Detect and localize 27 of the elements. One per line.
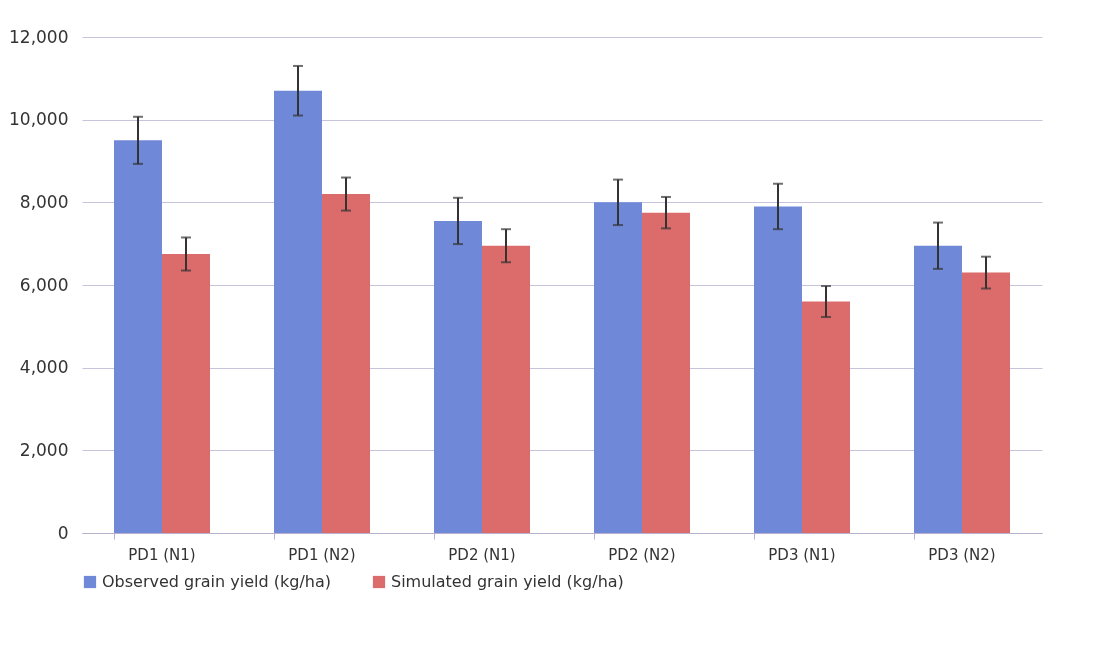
y-tick-label: 6,000	[19, 274, 69, 295]
bar	[754, 206, 802, 533]
x-tick-label: PD3 (N1)	[768, 545, 836, 564]
x-tick-label: PD2 (N2)	[608, 545, 676, 564]
bar	[322, 194, 370, 533]
bar	[482, 245, 530, 533]
y-tick-label: 10,000	[9, 109, 69, 130]
bar	[802, 301, 850, 533]
x-tick-label: PD3 (N2)	[928, 545, 996, 564]
legend-label: Simulated grain yield (kg/ha)	[391, 572, 624, 591]
y-tick-label: 2,000	[19, 439, 69, 460]
bar	[162, 254, 210, 533]
bar	[642, 212, 690, 533]
bar	[434, 220, 482, 533]
legend-label: Observed grain yield (kg/ha)	[102, 572, 331, 591]
bar	[962, 272, 1010, 533]
y-tick-label: 12,000	[9, 26, 69, 47]
x-tick-label: PD2 (N1)	[448, 545, 516, 564]
x-tick-label: PD1 (N2)	[288, 545, 356, 564]
y-tick-label: 4,000	[19, 357, 69, 378]
bar	[274, 90, 322, 533]
bar	[594, 202, 642, 533]
y-tick-label: 0	[57, 522, 69, 543]
bar	[914, 245, 962, 533]
y-tick-label: 8,000	[19, 191, 69, 212]
x-tick-label: PD1 (N1)	[128, 545, 196, 564]
bar	[114, 140, 162, 533]
